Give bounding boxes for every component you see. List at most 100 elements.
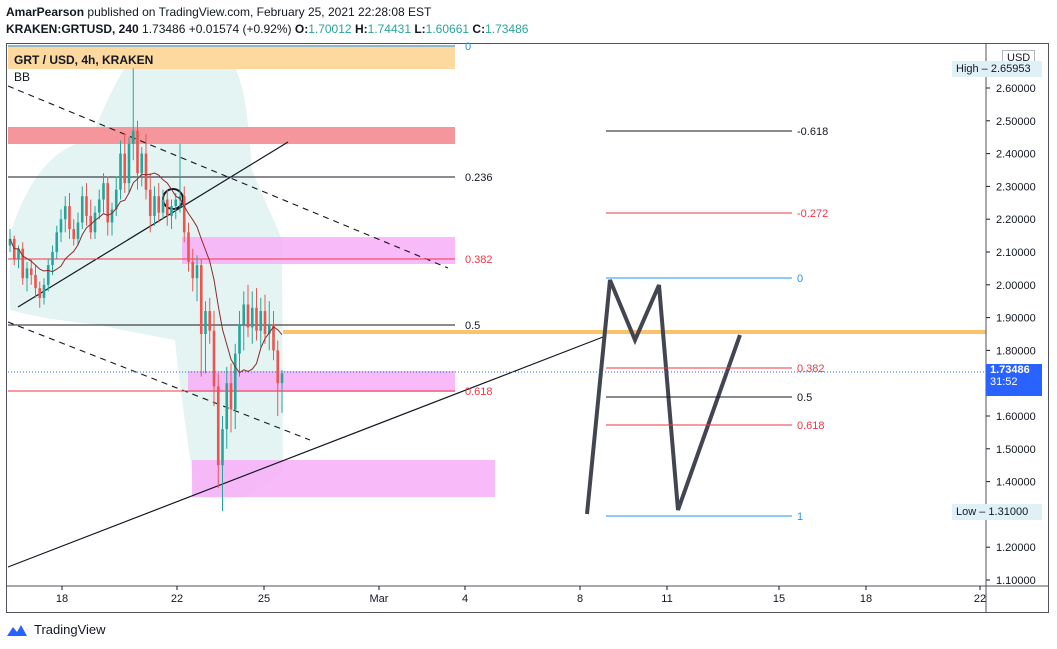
candle-body [195,265,199,279]
published-text: published on TradingView.com, February 2… [87,5,432,19]
candle-body [204,311,207,334]
candle-body [225,383,229,430]
candle-body [161,199,165,213]
candle-body [259,311,263,331]
high-badge-value: 2.65953 [990,63,1031,75]
close-label: C: [472,22,486,36]
y-tick-label: 1.50000 [996,444,1036,456]
y-tick-label: 1.10000 [996,575,1036,587]
fib-right-label: 0 [797,273,803,285]
y-tick-label: 1.60000 [996,411,1036,423]
fib-left-label: 0.618 [465,386,493,398]
current-price-badge: 1.73486 31:52 [986,364,1042,396]
candle-body [263,311,267,334]
x-tick-label: 18 [860,593,872,605]
candle-body [233,353,237,410]
candle-body [131,130,135,144]
candle-body [97,199,101,213]
y-tick-label: 2.30000 [996,181,1036,193]
low-value-header: 1.60661 [425,22,470,36]
y-tick-label: 1.90000 [996,313,1036,325]
open-value: 1.70012 [308,22,352,36]
fib-left-label: 0.5 [465,320,480,332]
fib-right-label: -0.272 [797,208,828,220]
candle-body [55,232,59,252]
last-price: 1.73486 [142,22,186,36]
candle-body [42,284,46,298]
candle-body [110,209,114,223]
bollinger-band-fill [10,45,283,499]
uptrend-line-lower [7,336,604,568]
candle-body [34,274,37,289]
candle-body [242,304,246,325]
candle-body [191,261,195,279]
candle-body [182,196,186,233]
footer: TradingView [6,622,106,637]
candle-body [63,206,67,220]
candle-body [29,268,33,275]
author-name[interactable]: AmarPearson [6,5,85,19]
high-badge: High – 2.65953 [952,61,1042,77]
candle-body [46,265,50,285]
candle-body [157,196,161,213]
countdown-timer: 31:52 [990,376,1018,388]
x-tick-label: 8 [577,593,583,605]
x-tick-label: 15 [773,593,785,605]
x-tick-label: 4 [462,593,468,605]
fib-right-label: -0.618 [797,126,828,138]
publish-info: AmarPearson published on TradingView.com… [6,5,431,19]
high-label: H: [354,22,368,36]
candle-body [238,324,241,354]
supply-zone-red [8,127,455,144]
candle-body [72,229,76,239]
candle-body [255,307,258,331]
fib-left-label: 0.382 [465,254,493,266]
candle-body [119,153,122,190]
candle-body [148,189,152,216]
x-tick-label: Mar [370,593,389,605]
candle-body [187,232,190,262]
high-badge-label: High [956,63,979,75]
y-tick-label: 2.50000 [996,116,1036,128]
zone-magenta-3 [192,460,495,497]
y-tick-label: 2.40000 [996,149,1036,161]
candle-body [272,324,275,351]
brand-name[interactable]: TradingView [34,622,106,637]
candle-body [199,265,203,334]
indicator-label: BB [14,70,30,84]
y-tick-label: 1.80000 [996,345,1036,357]
candle-body [144,153,148,190]
candle-body [25,268,29,279]
low-badge-value: 1.31000 [988,506,1029,518]
candle-body [127,143,131,184]
fib-right-label: 0.5 [797,392,812,404]
fib-left-label: 0.236 [465,172,493,184]
candle-body [221,429,224,466]
candle-body [114,189,118,210]
candle-body [85,196,88,216]
current-price-value: 1.73486 [990,364,1030,376]
ohlc-line: KRAKEN:GRTUSD, 240 1.73486 +0.01574 (+0.… [6,22,528,36]
candle-body [123,153,127,184]
candle-body [102,183,105,200]
x-tick-label: 22 [974,593,986,605]
candle-body [250,307,254,328]
low-badge: Low – 1.31000 [952,504,1042,520]
fib-left-label: 0 [465,41,471,53]
chart-title: GRT / USD, 4h, KRAKEN [14,53,153,67]
low-badge-label: Low [956,506,977,518]
fib-right-label: 1 [797,511,803,523]
change-value: +0.01574 (+0.92%) [188,22,292,36]
candle-body [280,373,284,384]
w-pattern-drawing [585,279,742,515]
y-tick-label: 1.40000 [996,477,1036,489]
y-tick-label: 1.20000 [996,542,1036,554]
fib-right-label: 0.382 [797,363,825,375]
candle-body [212,330,216,387]
uptrend-line-upper [17,141,289,308]
zone-magenta-2 [188,371,455,392]
candle-body [21,248,25,279]
fib-right-label: 0.618 [797,420,825,432]
chart-frame [6,43,1049,613]
